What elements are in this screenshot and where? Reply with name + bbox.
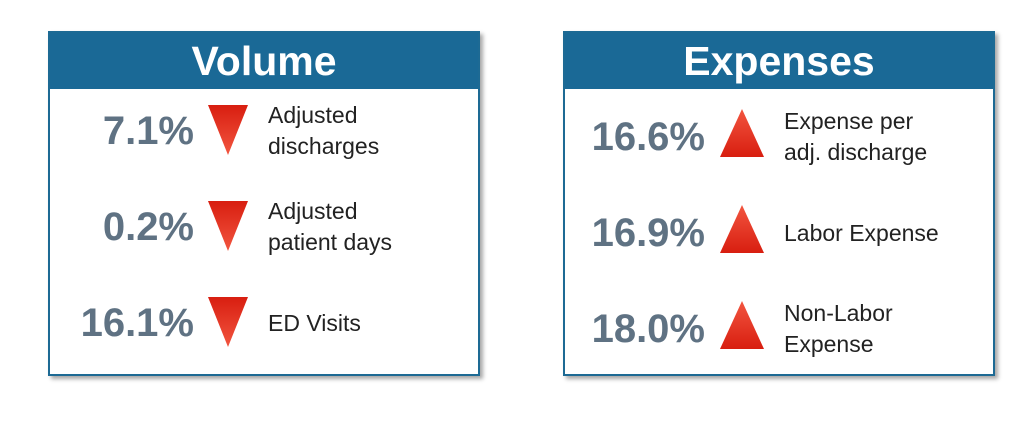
metric-label: Adjusted patient days bbox=[268, 198, 393, 255]
volume-row-ed-visits: 16.1% ED Visits bbox=[50, 275, 478, 371]
metric-value: 7.1% bbox=[102, 109, 194, 153]
metric-value: 0.2% bbox=[102, 205, 194, 249]
arrow-down-icon bbox=[208, 201, 248, 251]
metric-label: Expense per adj. discharge bbox=[784, 108, 928, 165]
expenses-row-non-labor-expense: 18.0% Non-Labor Expense bbox=[565, 281, 993, 377]
expenses-row-labor-expense: 16.9% Labor Expense bbox=[565, 185, 993, 281]
metric-value: 16.9% bbox=[591, 211, 705, 255]
metric-value: 16.1% bbox=[80, 301, 194, 345]
volume-row-adjusted-patient-days: 0.2% Adjusted patient days bbox=[50, 179, 478, 275]
metric-label: ED Visits bbox=[268, 309, 361, 336]
arrow-down-icon bbox=[208, 297, 248, 347]
metric-label: Adjusted discharges bbox=[268, 102, 380, 159]
metric-value: 18.0% bbox=[591, 307, 705, 351]
metric-label: Non-Labor Expense bbox=[784, 300, 893, 357]
expenses-title: Expenses bbox=[565, 33, 993, 89]
metric-value: 16.6% bbox=[591, 115, 705, 159]
volume-panel: Volume 7.1% Adjusted discharges 0.2% Adj… bbox=[48, 31, 480, 376]
expenses-row-expense-per-adj-discharge: 16.6% Expense per adj. discharge bbox=[565, 89, 993, 185]
volume-title: Volume bbox=[50, 33, 478, 89]
expenses-panel: Expenses 16.6% Expense per adj. discharg… bbox=[563, 31, 995, 376]
metric-label: Labor Expense bbox=[784, 219, 939, 246]
arrow-up-icon bbox=[720, 109, 764, 157]
arrow-up-icon bbox=[720, 301, 764, 349]
arrow-down-icon bbox=[208, 105, 248, 155]
arrow-up-icon bbox=[720, 205, 764, 253]
volume-row-adjusted-discharges: 7.1% Adjusted discharges bbox=[50, 83, 478, 179]
